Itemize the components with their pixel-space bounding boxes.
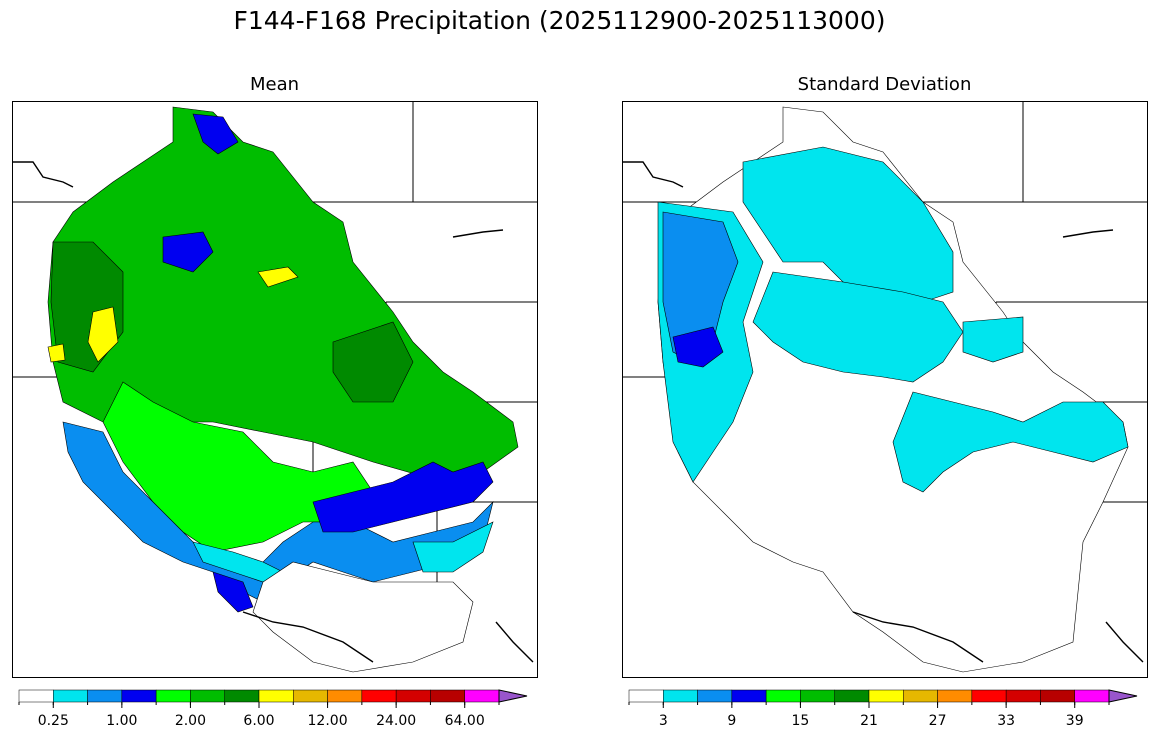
colorbar-std-swatch-1 [663,689,698,703]
colorbar-mean-tick-label-6: 64.00 [445,713,485,729]
region-far-north [47,106,519,483]
colorbar-std-swatch-11 [1005,689,1041,703]
colorbar-std-tick-label-5: 33 [997,713,1015,729]
colorbar-std-swatch-7 [868,689,904,703]
colorbar-std-tick-label-0: 3 [659,713,668,729]
colorbar-std-tick-label-1: 9 [727,713,736,729]
region-yellow-3 [47,343,66,363]
map-mean [12,101,538,678]
region-yellow-1 [257,266,299,288]
colorbar-mean-swatch-2 [87,689,123,703]
region-blue-socal [212,571,254,613]
colorbar-mean-tick-label-4: 12.00 [308,713,348,729]
colorbar-mean-swatch-1 [53,689,88,703]
colorbar-std-swatch-13 [1074,689,1110,703]
colorbar-mean-swatch-10 [361,689,397,703]
colorbar-std-swatch-4 [765,689,801,703]
panel-title-std: Standard Deviation [797,74,972,95]
region-dark-blue-west [672,326,724,368]
region-blue-mid [162,231,214,273]
colorbar-mean-tick-label-5: 24.00 [376,713,416,729]
colorbar-std-tick-label-2: 15 [792,713,810,729]
colorbar-standard-deviation: 3 9 15 21 27 33 39 [628,689,1138,729]
colorbar-mean-swatch-8 [293,689,328,703]
region-blue-south [312,461,494,533]
colorbar-mean: 0.25 1.00 2.00 6.00 12.00 24.00 64.00 [18,689,528,729]
colorbar-std-swatch-9 [937,689,973,703]
colorbar-mean-tick-label-0: 0.25 [38,713,69,729]
colorbar-std-tick-label-4: 27 [929,713,947,729]
coastline-details [623,161,1144,663]
colorbar-mean-swatch-11 [395,689,431,703]
colorbar-std-swatch-8 [903,689,938,703]
colorbar-mean-swatch-6 [224,689,260,703]
colorbar-std-swatch-3 [731,689,767,703]
colorbar-std-swatch-10 [971,689,1007,703]
region-north-blue [192,113,239,155]
colorbar-std-tick-label-6: 39 [1066,713,1084,729]
colorbar-mean-swatch-0 [18,689,54,703]
colorbar-std-swatch-0 [628,689,664,703]
colorbar-mean-swatch-4 [155,689,191,703]
colorbar-mean-swatch-3 [121,689,157,703]
region-cyan-central [752,271,964,383]
region-dark-green-east [332,321,414,403]
colorbar-std-swatch-6 [834,689,870,703]
colorbar-mean-swatch-12 [430,689,465,703]
colorbar-std-tick-label-3: 21 [860,713,878,729]
coastline-details [13,161,534,663]
colorbar-mean-tick-label-3: 6.00 [243,713,274,729]
colorbar-mean-swatch-13 [464,689,500,703]
region-white-southwest [252,561,474,673]
panel-title-mean: Mean [249,74,300,95]
colorbar-mean-swatch-9 [327,689,363,703]
region-yellow-2 [87,306,119,363]
colorbar-std-swatch-2 [697,689,733,703]
figure-title: F144-F168 Precipitation (2025112900-2025… [233,6,886,35]
colorbar-mean-tick-label-2: 2.00 [175,713,206,729]
region-cyan-east [412,521,494,573]
region-cyan-east-strip [962,316,1024,363]
map-standard-deviation [622,101,1148,678]
colorbar-mean-tick-label-1: 1.00 [106,713,137,729]
colorbar-mean-swatch-7 [258,689,294,703]
colorbar-std-swatch-5 [800,689,835,703]
colorbar-std-swatch-12 [1040,689,1075,703]
region-cyan-utah [892,391,1129,493]
colorbar-mean-swatch-5 [190,689,225,703]
